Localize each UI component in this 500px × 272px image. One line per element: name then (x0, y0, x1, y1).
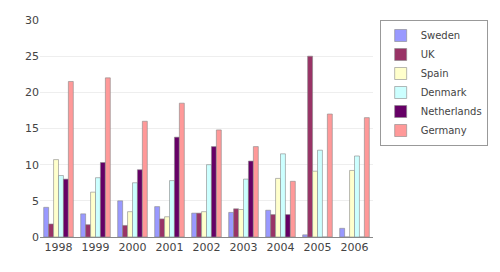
svg-text:1998: 1998 (45, 241, 73, 254)
svg-text:5: 5 (32, 195, 39, 208)
svg-text:2001: 2001 (156, 241, 184, 254)
svg-text:Netherlands: Netherlands (421, 106, 482, 117)
svg-text:30: 30 (25, 14, 39, 27)
svg-text:0: 0 (32, 231, 39, 244)
svg-text:Germany: Germany (421, 125, 467, 136)
svg-text:UK: UK (421, 49, 435, 60)
svg-text:2006: 2006 (341, 241, 369, 254)
svg-text:2004: 2004 (267, 241, 295, 254)
svg-text:25: 25 (25, 50, 39, 63)
svg-text:2003: 2003 (230, 241, 258, 254)
svg-text:2000: 2000 (119, 241, 147, 254)
svg-text:2002: 2002 (193, 241, 221, 254)
svg-text:Spain: Spain (421, 68, 449, 79)
svg-text:15: 15 (25, 122, 39, 135)
svg-text:Denmark: Denmark (421, 87, 467, 98)
svg-text:2005: 2005 (304, 241, 332, 254)
svg-text:10: 10 (25, 159, 39, 172)
svg-text:1999: 1999 (82, 241, 110, 254)
svg-text:20: 20 (25, 86, 39, 99)
svg-text:Sweden: Sweden (421, 30, 461, 41)
